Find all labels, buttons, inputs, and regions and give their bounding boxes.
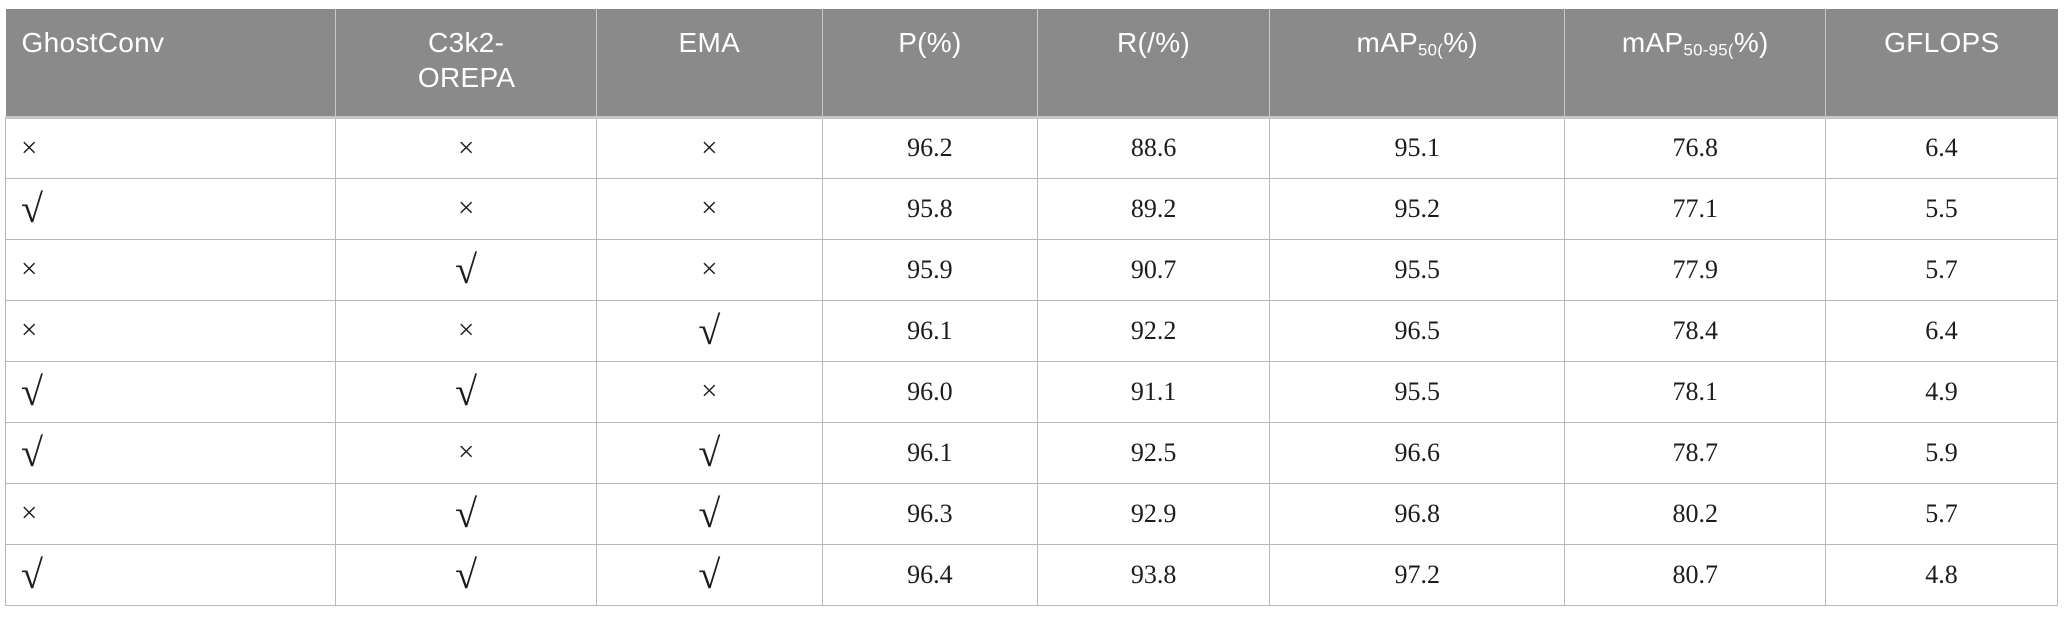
recall-value: 88.6 bbox=[1037, 116, 1270, 179]
map50-value: 96.5 bbox=[1268, 299, 1566, 362]
map50-95-value: 77.9 bbox=[1564, 238, 1827, 301]
map50-95-value: 76.8 bbox=[1564, 116, 1827, 179]
header-row: GhostConv C3k2-OREPA EMA P(%) R(/%) mAP5… bbox=[5, 9, 2058, 119]
header-recall-label: R(/%) bbox=[1117, 27, 1191, 58]
header-map50-subscript: 50( bbox=[1418, 40, 1444, 60]
ghostconv-mark: × bbox=[4, 238, 337, 301]
c3k2-orepa-mark: × bbox=[335, 116, 597, 179]
ema-mark: × bbox=[595, 177, 823, 240]
header-map50-95-subscript: 50-95( bbox=[1683, 40, 1734, 60]
recall-value: 93.8 bbox=[1037, 543, 1270, 606]
header-c3k2-orepa: C3k2-OREPA bbox=[335, 9, 597, 119]
recall-value: 92.9 bbox=[1037, 482, 1270, 545]
header-precision: P(%) bbox=[821, 9, 1038, 119]
map50-value: 95.5 bbox=[1268, 360, 1566, 423]
table-row: × √ √ 96.3 92.9 96.8 80.2 5.7 bbox=[4, 482, 2058, 545]
map50-value: 97.2 bbox=[1268, 543, 1566, 606]
precision-value: 96.2 bbox=[821, 116, 1039, 179]
table-row: √ √ √ 96.4 93.8 97.2 80.7 4.8 bbox=[4, 543, 2058, 606]
header-map50-95-unit: %) bbox=[1733, 27, 1769, 58]
map50-95-value: 77.1 bbox=[1564, 177, 1827, 240]
recall-value: 92.5 bbox=[1037, 421, 1270, 484]
c3k2-orepa-mark: √ bbox=[335, 360, 597, 423]
ema-mark: √ bbox=[595, 482, 823, 545]
precision-value: 96.1 bbox=[821, 421, 1039, 484]
ema-mark: × bbox=[595, 360, 823, 423]
ghostconv-mark: × bbox=[4, 299, 337, 362]
header-precision-label: P(%) bbox=[898, 27, 962, 58]
header-ghostconv-label: GhostConv bbox=[21, 27, 165, 58]
header-ghostconv: GhostConv bbox=[5, 9, 336, 119]
gflops-value: 5.7 bbox=[1825, 238, 2058, 301]
c3k2-orepa-mark: × bbox=[335, 421, 597, 484]
ema-mark: × bbox=[595, 116, 823, 179]
gflops-value: 6.4 bbox=[1825, 299, 2058, 362]
table-header: GhostConv C3k2-OREPA EMA P(%) R(/%) mAP5… bbox=[5, 9, 2058, 119]
precision-value: 96.4 bbox=[821, 543, 1039, 606]
ghostconv-mark: √ bbox=[4, 421, 337, 484]
gflops-value: 4.8 bbox=[1825, 543, 2058, 606]
gflops-value: 4.9 bbox=[1825, 360, 2058, 423]
table-row: √ √ × 96.0 91.1 95.5 78.1 4.9 bbox=[4, 360, 2058, 423]
table-row: × × √ 96.1 92.2 96.5 78.4 6.4 bbox=[4, 299, 2058, 362]
header-gflops-label: GFLOPS bbox=[1884, 27, 2000, 58]
ema-mark: √ bbox=[595, 299, 823, 362]
map50-95-value: 78.4 bbox=[1564, 299, 1827, 362]
precision-value: 96.0 bbox=[821, 360, 1039, 423]
map50-value: 96.6 bbox=[1268, 421, 1566, 484]
map50-value: 95.2 bbox=[1268, 177, 1566, 240]
table-row: √ × √ 96.1 92.5 96.6 78.7 5.9 bbox=[4, 421, 2058, 484]
page: GhostConv C3k2-OREPA EMA P(%) R(/%) mAP5… bbox=[4, 9, 2058, 606]
map50-95-value: 78.1 bbox=[1564, 360, 1827, 423]
ablation-table: GhostConv C3k2-OREPA EMA P(%) R(/%) mAP5… bbox=[4, 9, 2058, 606]
c3k2-orepa-mark: × bbox=[335, 299, 597, 362]
header-ema: EMA bbox=[595, 9, 823, 119]
c3k2-orepa-mark: × bbox=[335, 177, 597, 240]
gflops-value: 5.7 bbox=[1825, 482, 2058, 545]
recall-value: 89.2 bbox=[1037, 177, 1270, 240]
table-row: √ × × 95.8 89.2 95.2 77.1 5.5 bbox=[4, 177, 2058, 240]
header-map50-95: mAP50-95(%) bbox=[1564, 9, 1826, 119]
table-body: × × × 96.2 88.6 95.1 76.8 6.4 √ × × 95.8… bbox=[4, 116, 2058, 606]
precision-value: 96.3 bbox=[821, 482, 1039, 545]
map50-value: 96.8 bbox=[1268, 482, 1566, 545]
ghostconv-mark: √ bbox=[4, 360, 337, 423]
precision-value: 96.1 bbox=[821, 299, 1039, 362]
ema-mark: × bbox=[595, 238, 823, 301]
header-map50-base: mAP bbox=[1356, 27, 1419, 58]
map50-value: 95.5 bbox=[1268, 238, 1566, 301]
header-recall: R(/%) bbox=[1037, 9, 1270, 119]
ghostconv-mark: √ bbox=[4, 543, 337, 606]
c3k2-orepa-mark: √ bbox=[335, 482, 597, 545]
gflops-value: 5.9 bbox=[1825, 421, 2058, 484]
header-c3k2-orepa-label: C3k2-OREPA bbox=[417, 27, 516, 93]
map50-value: 95.1 bbox=[1268, 116, 1566, 179]
ghostconv-mark: √ bbox=[4, 177, 337, 240]
ema-mark: √ bbox=[595, 543, 823, 606]
c3k2-orepa-mark: √ bbox=[335, 238, 597, 301]
map50-95-value: 80.7 bbox=[1564, 543, 1827, 606]
recall-value: 91.1 bbox=[1037, 360, 1270, 423]
table-row: × × × 96.2 88.6 95.1 76.8 6.4 bbox=[4, 116, 2058, 179]
map50-95-value: 80.2 bbox=[1564, 482, 1827, 545]
map50-95-value: 78.7 bbox=[1564, 421, 1827, 484]
gflops-value: 5.5 bbox=[1825, 177, 2058, 240]
gflops-value: 6.4 bbox=[1825, 116, 2058, 179]
c3k2-orepa-mark: √ bbox=[335, 543, 597, 606]
header-gflops: GFLOPS bbox=[1825, 9, 2058, 119]
recall-value: 92.2 bbox=[1037, 299, 1270, 362]
recall-value: 90.7 bbox=[1037, 238, 1270, 301]
header-map50-unit: %) bbox=[1443, 27, 1479, 58]
precision-value: 95.8 bbox=[821, 177, 1039, 240]
ema-mark: √ bbox=[595, 421, 823, 484]
precision-value: 95.9 bbox=[821, 238, 1039, 301]
ghostconv-mark: × bbox=[4, 482, 337, 545]
ghostconv-mark: × bbox=[4, 116, 337, 179]
header-ema-label: EMA bbox=[678, 27, 741, 58]
header-map50-95-base: mAP bbox=[1621, 27, 1684, 58]
table-row: × √ × 95.9 90.7 95.5 77.9 5.7 bbox=[4, 238, 2058, 301]
header-map50: mAP50(%) bbox=[1268, 9, 1565, 119]
